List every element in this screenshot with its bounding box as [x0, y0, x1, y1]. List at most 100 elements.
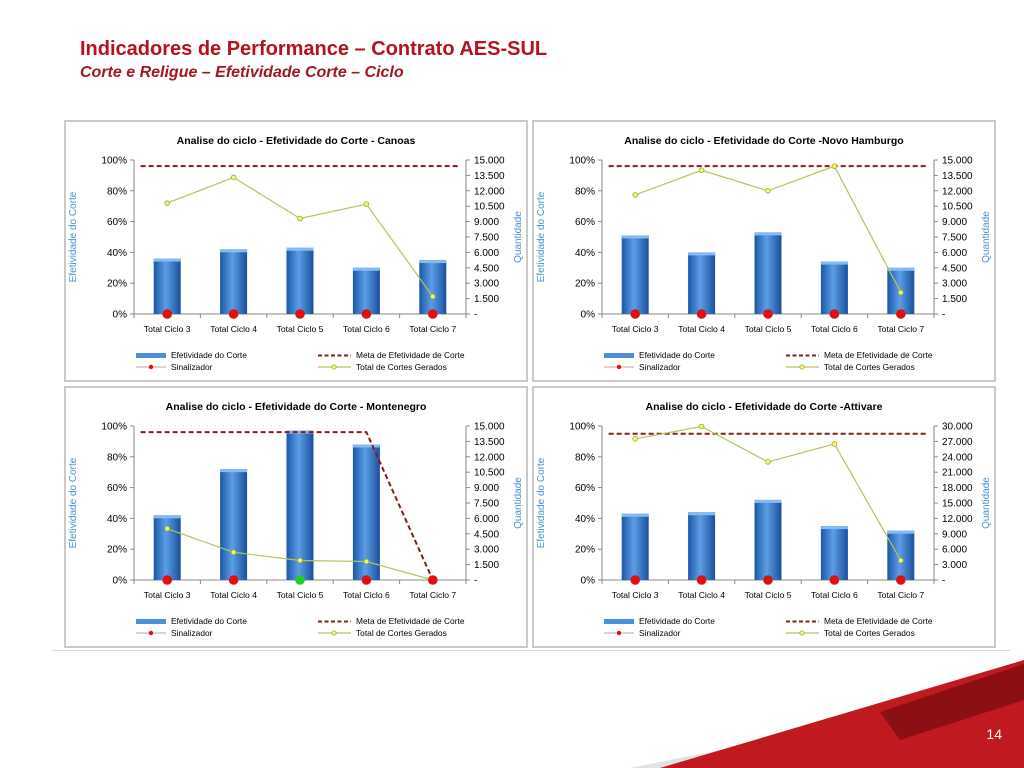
bar-cap [153, 258, 181, 262]
total-point [765, 188, 771, 194]
right-tick-label: 4.500 [942, 263, 967, 274]
bar [754, 232, 782, 314]
right-tick-label: 30.000 [942, 422, 973, 433]
deco-dark-red-wedge [880, 664, 1024, 740]
category-label: Total Ciclo 6 [343, 590, 390, 600]
right-tick-label: 4.500 [474, 529, 499, 540]
bar-cap [820, 261, 848, 265]
total-point [164, 525, 170, 532]
category-label: Total Ciclo 3 [612, 590, 659, 600]
category-label: Total Ciclo 5 [277, 590, 324, 600]
right-tick-label: 9.000 [474, 483, 499, 494]
sinalizador-marker [696, 309, 707, 319]
legend-label: Efetividade do Corte [639, 616, 715, 626]
right-tick-label: - [474, 310, 477, 321]
right-tick-label: 18.000 [942, 483, 973, 494]
chart-legend: Efetividade do Corte Meta de Efetividade … [136, 350, 465, 372]
right-tick-label: 27.000 [942, 437, 973, 448]
category-label: Total Ciclo 7 [877, 590, 924, 600]
legend-swatch-bar [604, 619, 634, 624]
category-label: Total Ciclo 3 [144, 590, 191, 600]
legend-swatch-bar [604, 353, 634, 358]
legend-swatch-sinalizador [148, 364, 154, 370]
sinalizador-marker [763, 309, 773, 319]
legend-label: Meta de Efetividade de Corte [824, 350, 933, 360]
bar [286, 430, 314, 580]
sinalizador-marker [162, 575, 172, 585]
total-point [897, 557, 904, 564]
chart-legend: Efetividade do Corte Meta de Efetividade … [604, 616, 933, 638]
right-tick-label: - [942, 576, 945, 587]
right-tick-label: 10.500 [474, 202, 505, 213]
right-tick-label: 10.500 [474, 468, 505, 479]
sinalizador-marker [361, 309, 372, 319]
right-axis-title: Quantidade [981, 477, 992, 529]
bar-cap [220, 469, 248, 473]
chart-title: Analise do ciclo - Efetividade do Corte … [646, 401, 883, 413]
category-label: Total Ciclo 5 [745, 590, 792, 600]
category-label: Total Ciclo 3 [144, 324, 191, 334]
bar-cap [887, 530, 915, 534]
bar [220, 249, 248, 314]
total-point [297, 215, 303, 222]
sinalizador-marker [228, 309, 239, 319]
sinalizador-marker [228, 575, 239, 585]
category-label: Total Ciclo 4 [678, 590, 725, 600]
legend-label: Total de Cortes Gerados [356, 628, 447, 638]
left-tick-label: 100% [569, 422, 595, 433]
total-point [897, 289, 904, 296]
right-tick-label: 4.500 [474, 263, 499, 274]
right-tick-label: 21.000 [942, 468, 973, 479]
bar-cap [352, 267, 380, 271]
chart-title: Analise do ciclo - Efetividade do Corte … [166, 401, 427, 413]
right-tick-label: 12.000 [474, 186, 505, 197]
sinalizador-marker [829, 309, 840, 319]
category-label: Total Ciclo 4 [210, 590, 257, 600]
right-tick-label: 24.000 [942, 452, 973, 463]
legend-swatch-bar [136, 619, 166, 624]
total-point [632, 436, 638, 442]
right-axis-title: Quantidade [513, 211, 524, 263]
sinalizador-marker [896, 575, 906, 585]
chart-panel-canoas: Analise do ciclo - Efetividade do Corte … [64, 120, 528, 382]
left-tick-label: 40% [575, 248, 595, 259]
left-tick-label: 60% [107, 217, 127, 228]
right-tick-label: 10.500 [942, 202, 973, 213]
left-tick-label: 80% [575, 186, 595, 197]
left-axis-title: Efetividade do Corte [536, 457, 547, 548]
total-point [297, 557, 303, 564]
slide-subtitle: Corte e Religue – Efetividade Corte – Ci… [80, 64, 404, 81]
chart-title: Analise do ciclo - Efetividade do Corte … [177, 135, 416, 147]
bar [419, 260, 447, 314]
bar [352, 444, 380, 580]
legend-swatch-total [799, 630, 805, 636]
legend-label: Efetividade do Corte [171, 350, 247, 360]
left-tick-label: 0% [113, 310, 128, 321]
left-tick-label: 40% [575, 514, 595, 525]
category-label: Total Ciclo 5 [745, 324, 792, 334]
right-tick-label: 1.500 [942, 294, 967, 305]
chart-attivare: Analise do ciclo - Efetividade do Corte … [536, 401, 992, 638]
bar [820, 261, 848, 314]
right-tick-label: 3.000 [474, 279, 499, 290]
bar-cap [887, 267, 915, 271]
sinalizador-marker [896, 309, 906, 319]
bar-cap [153, 515, 181, 519]
right-tick-label: 12.000 [942, 186, 973, 197]
left-tick-label: 100% [101, 156, 127, 167]
legend-label: Total de Cortes Gerados [356, 362, 447, 372]
right-tick-label: - [942, 310, 945, 321]
bar [688, 252, 716, 314]
legend-swatch-total [799, 364, 805, 370]
total-point [765, 459, 771, 465]
right-tick-label: 12.000 [474, 452, 505, 463]
left-tick-label: 40% [107, 248, 127, 259]
total-point [831, 163, 838, 169]
right-tick-label: 3.000 [942, 279, 967, 290]
chart-panel-montenegro: Analise do ciclo - Efetividade do Corte … [64, 386, 528, 648]
sinalizador-marker [696, 575, 707, 585]
chart-montenegro: Analise do ciclo - Efetividade do Corte … [68, 401, 524, 638]
bar [887, 530, 915, 580]
legend-swatch-sinalizador [148, 630, 154, 636]
bar-cap [286, 430, 314, 434]
